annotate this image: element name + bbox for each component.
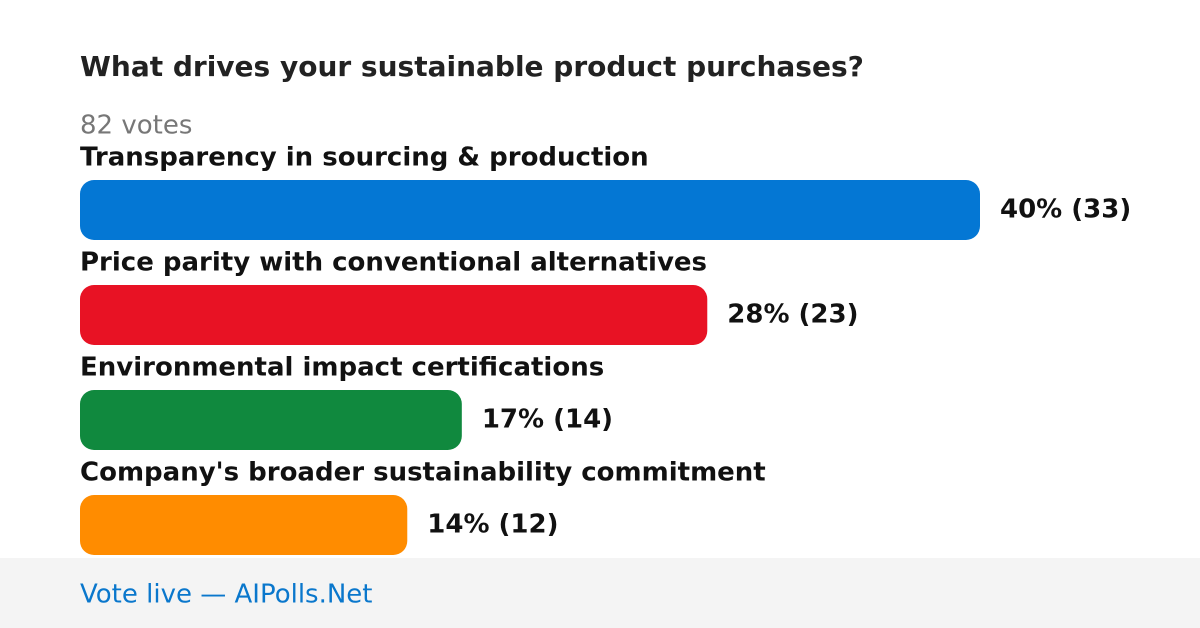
option-label: Transparency in sourcing & production (80, 143, 649, 173)
footer-band (0, 558, 1200, 628)
value-label: 28% (23) (727, 300, 858, 330)
value-label: 17% (14) (482, 405, 613, 435)
vote-count: 82 votes (80, 111, 192, 141)
bar (80, 390, 462, 450)
option-label: Environmental impact certifications (80, 353, 604, 383)
value-label: 40% (33) (1000, 195, 1131, 225)
bar (80, 495, 408, 555)
option-label: Price parity with conventional alternati… (80, 248, 707, 278)
footer-link[interactable]: Vote live — AIPolls.Net (80, 580, 373, 610)
bar (80, 285, 708, 345)
poll-title: What drives your sustainable product pur… (80, 50, 864, 83)
value-label: 14% (12) (427, 510, 558, 540)
bar (80, 180, 980, 240)
option-label: Company's broader sustainability commitm… (80, 458, 766, 488)
